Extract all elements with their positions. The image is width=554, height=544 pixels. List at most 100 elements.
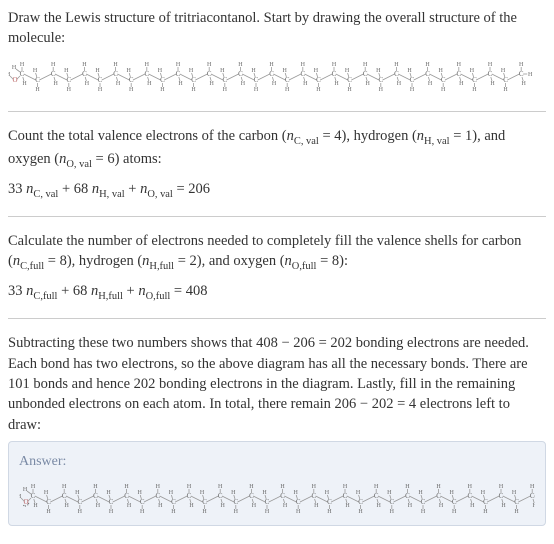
svg-text:C: C (280, 492, 285, 500)
svg-text:H: H (301, 62, 306, 68)
svg-text:H: H (46, 509, 51, 515)
svg-text:H: H (390, 509, 395, 515)
svg-text:H: H (33, 68, 38, 74)
svg-text:C: C (265, 498, 270, 506)
svg-text:H: H (405, 484, 410, 490)
svg-text:C: C (93, 492, 98, 500)
divider (8, 318, 546, 319)
svg-text:H: H (481, 490, 486, 496)
svg-text:H: H (158, 503, 163, 509)
svg-text:C: C (155, 492, 160, 500)
svg-text:H: H (145, 62, 150, 68)
svg-text:C: C (332, 70, 337, 78)
svg-text:H: H (202, 509, 207, 515)
svg-text:C: C (218, 492, 223, 500)
svg-text:C: C (113, 70, 118, 78)
svg-text:H: H (528, 72, 533, 78)
svg-text:H: H (377, 503, 382, 509)
svg-text:H: H (280, 484, 285, 490)
svg-text:H: H (82, 62, 87, 68)
svg-text:H: H (347, 87, 352, 93)
svg-text:H: H (512, 490, 517, 496)
answer-label: Answer: (19, 452, 535, 472)
svg-text:H: H (316, 87, 321, 93)
svg-text:H: H (283, 68, 288, 74)
svg-text:C: C (82, 70, 87, 78)
svg-text:H: H (35, 87, 40, 93)
step2-text: Count the total valence electrons of the… (8, 126, 546, 173)
svg-text:H: H (249, 484, 254, 490)
svg-text:C: C (499, 492, 504, 500)
svg-text:C: C (77, 498, 82, 506)
svg-text:H: H (31, 484, 36, 490)
step4-text: Subtracting these two numbers shows that… (8, 333, 546, 434)
svg-text:H: H (530, 484, 535, 490)
svg-text:C: C (144, 70, 149, 78)
svg-text:H: H (223, 87, 228, 93)
svg-text:H: H (450, 490, 455, 496)
svg-text:H: H (220, 68, 225, 74)
svg-text:H: H (356, 490, 361, 496)
step2-equation: 33 nC, val + 68 nH, val + nO, val = 206 (8, 179, 546, 203)
svg-text:H: H (421, 509, 426, 515)
svg-text:H: H (303, 81, 308, 87)
svg-text:O: O (12, 76, 17, 84)
svg-text:C: C (425, 70, 430, 78)
svg-text:C: C (20, 70, 25, 78)
svg-text:C: C (519, 70, 524, 78)
svg-text:H: H (439, 503, 444, 509)
svg-text:H: H (238, 62, 243, 68)
svg-text:H: H (95, 68, 100, 74)
svg-text:H: H (439, 68, 444, 74)
svg-text:C: C (467, 492, 472, 500)
molecule-diagram-1: CHHCHHCHHCHHCHHCHHCHHCHHCHHCHHCHHCHHCHHC… (8, 57, 546, 97)
svg-text:C: C (176, 70, 181, 78)
svg-text:H: H (160, 87, 165, 93)
svg-text:H: H (334, 81, 339, 87)
svg-text:H: H (85, 81, 90, 87)
svg-text:H: H (522, 81, 527, 87)
svg-text:H: H (366, 81, 371, 87)
answer-box: Answer: CHHCHHCHHCHHCHHCHHCHHCHHCHHCHHCH… (8, 441, 546, 527)
svg-text:H: H (113, 62, 118, 68)
divider (8, 111, 546, 112)
svg-text:H: H (283, 503, 288, 509)
svg-text:H: H (490, 81, 495, 87)
svg-text:H: H (129, 87, 134, 93)
svg-text:H: H (176, 62, 181, 68)
svg-text:H: H (483, 509, 488, 515)
svg-text:H: H (459, 81, 464, 87)
svg-text:H: H (187, 484, 192, 490)
svg-text:C: C (394, 70, 399, 78)
svg-text:C: C (66, 76, 71, 84)
svg-text:H: H (124, 484, 129, 490)
svg-text:H: H (379, 87, 384, 93)
svg-text:C: C (254, 76, 259, 84)
svg-text:H: H (200, 490, 205, 496)
svg-text:H: H (54, 81, 59, 87)
svg-text:H: H (234, 509, 239, 515)
svg-text:H: H (514, 509, 519, 515)
svg-text:C: C (269, 70, 274, 78)
svg-text:H: H (218, 484, 223, 490)
svg-text:C: C (378, 76, 383, 84)
svg-text:H: H (470, 68, 475, 74)
svg-text:H: H (62, 484, 67, 490)
svg-text:C: C (187, 492, 192, 500)
svg-text:H: H (376, 68, 381, 74)
svg-text:H: H (116, 81, 121, 87)
svg-text:C: C (207, 70, 212, 78)
svg-text:H: H (252, 503, 257, 509)
svg-text:C: C (363, 70, 368, 78)
svg-text:H: H (425, 62, 430, 68)
svg-text:H: H (254, 87, 259, 93)
svg-text:H: H (501, 503, 506, 509)
svg-text:C: C (436, 492, 441, 500)
svg-text:H: H (189, 503, 194, 509)
svg-text:C: C (503, 76, 508, 84)
svg-text:C: C (514, 498, 519, 506)
step3-text: Calculate the number of electrons needed… (8, 231, 546, 275)
svg-text:H: H (519, 62, 524, 68)
svg-text:H: H (171, 509, 176, 515)
svg-text:H: H (325, 490, 330, 496)
